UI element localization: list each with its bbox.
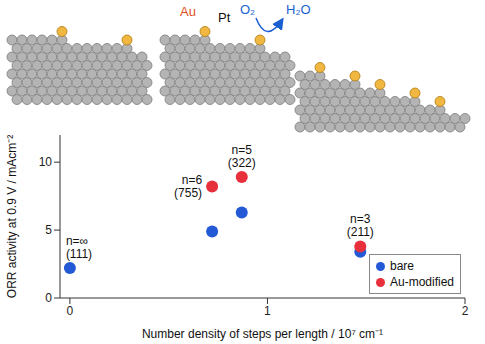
svg-text:(111): (111): [66, 247, 92, 261]
svg-text:n=5: n=5: [232, 143, 253, 157]
svg-text:O₂: O₂: [240, 2, 255, 17]
svg-text:0: 0: [67, 304, 74, 318]
svg-text:n=∞: n=∞: [66, 234, 88, 248]
svg-text:2: 2: [462, 304, 469, 318]
svg-text:ORR activity at 0.9 V / mAcm⁻²: ORR activity at 0.9 V / mAcm⁻²: [5, 135, 19, 298]
svg-text:Pt: Pt: [218, 10, 231, 25]
svg-text:Au: Au: [180, 4, 196, 19]
svg-text:(211): (211): [347, 225, 374, 239]
svg-text:1: 1: [264, 304, 271, 318]
svg-text:H₂O: H₂O: [286, 2, 311, 17]
svg-text:Number density of steps per le: Number density of steps per length / 10⁷…: [142, 327, 383, 341]
svg-text:n=3: n=3: [350, 212, 371, 226]
svg-text:0: 0: [45, 291, 52, 305]
svg-text:(755): (755): [174, 186, 202, 200]
svg-text:10: 10: [39, 155, 53, 169]
svg-text:5: 5: [45, 223, 52, 237]
html-text:bare: bare: [390, 259, 414, 273]
svg-text:n=6: n=6: [182, 173, 203, 187]
svg-text:(322): (322): [228, 156, 256, 170]
html-text:Au-modified: Au-modified: [390, 275, 454, 289]
